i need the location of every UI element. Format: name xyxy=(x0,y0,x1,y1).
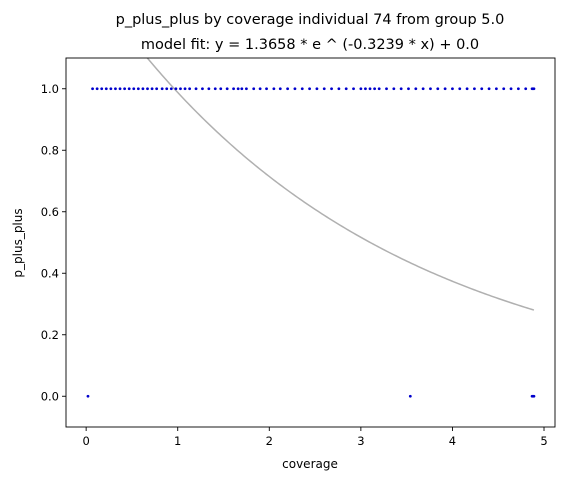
y-tick-label: 0.4 xyxy=(41,266,59,280)
data-point xyxy=(160,87,164,91)
data-point xyxy=(532,394,536,398)
data-point xyxy=(487,87,491,91)
data-point xyxy=(225,87,229,91)
data-point xyxy=(385,87,388,91)
data-point xyxy=(364,87,367,91)
data-point xyxy=(236,87,240,91)
x-tick-label: 5 xyxy=(540,434,547,448)
data-point xyxy=(127,87,131,91)
data-point xyxy=(443,87,447,91)
data-point xyxy=(359,87,363,91)
data-point xyxy=(95,87,99,91)
data-point xyxy=(516,87,520,91)
data-point xyxy=(330,87,333,91)
data-point xyxy=(344,87,348,91)
data-point xyxy=(352,87,355,91)
data-point xyxy=(451,87,454,91)
data-point xyxy=(118,87,122,91)
data-point xyxy=(252,87,256,91)
data-point xyxy=(150,87,154,91)
chart-subtitle: model fit: y = 1.3658 * e ^ (-0.3239 * x… xyxy=(141,37,479,53)
data-point xyxy=(421,87,425,91)
data-point xyxy=(179,87,182,91)
x-tick-label: 2 xyxy=(266,434,273,448)
data-point xyxy=(136,87,140,91)
data-point xyxy=(407,87,410,91)
data-point xyxy=(213,87,217,91)
data-point xyxy=(201,87,204,91)
data-point xyxy=(272,87,276,91)
data-point xyxy=(399,87,403,91)
data-point xyxy=(141,87,145,91)
data-point xyxy=(377,87,381,91)
data-point xyxy=(123,87,127,91)
data-point xyxy=(480,87,484,91)
y-tick-label: 0.6 xyxy=(41,205,59,219)
data-point xyxy=(524,87,528,91)
data-point xyxy=(408,394,412,398)
data-point xyxy=(207,87,211,91)
data-point xyxy=(174,87,178,91)
data-point xyxy=(465,87,469,91)
data-point xyxy=(146,87,149,91)
data-point xyxy=(436,87,440,91)
data-point xyxy=(232,87,235,91)
fit-curve xyxy=(146,58,535,311)
data-point xyxy=(86,394,90,398)
data-point xyxy=(509,87,513,91)
data-point xyxy=(104,87,108,91)
y-tick-label: 0.2 xyxy=(41,328,59,342)
data-point xyxy=(183,87,187,91)
y-tick-label: 0.0 xyxy=(41,389,59,403)
data-point xyxy=(322,87,326,91)
data-point xyxy=(458,87,462,91)
y-tick-label: 0.8 xyxy=(41,143,59,157)
data-point xyxy=(373,87,376,91)
data-point xyxy=(368,87,372,91)
data-point xyxy=(245,87,248,91)
data-point xyxy=(109,87,113,91)
y-axis-label: p_plus_plus xyxy=(11,208,25,277)
data-point xyxy=(100,87,104,91)
data-point xyxy=(308,87,311,91)
x-tick-label: 3 xyxy=(357,434,364,448)
data-point xyxy=(91,87,94,91)
data-point xyxy=(392,87,396,91)
data-point xyxy=(532,87,536,91)
data-point xyxy=(132,87,136,91)
x-tick-label: 0 xyxy=(82,434,89,448)
data-point xyxy=(293,87,297,91)
data-point xyxy=(194,87,198,91)
data-point xyxy=(165,87,169,91)
data-point xyxy=(315,87,319,91)
data-point xyxy=(155,87,159,91)
data-point xyxy=(337,87,341,91)
data-point xyxy=(114,87,117,91)
data-point xyxy=(265,87,268,91)
data-point xyxy=(473,87,476,91)
data-point xyxy=(188,87,192,91)
x-tick-label: 4 xyxy=(449,434,456,448)
data-point xyxy=(240,87,244,91)
data-point xyxy=(494,87,498,91)
plot-frame xyxy=(65,57,556,428)
data-point xyxy=(219,87,223,91)
data-point xyxy=(502,87,506,91)
data-point xyxy=(258,87,262,91)
data-point xyxy=(300,87,304,91)
chart-title: p_plus_plus by coverage individual 74 fr… xyxy=(116,12,505,28)
data-point xyxy=(429,87,432,91)
plot-area: 0 1 2 3 4 5 0.0 0.2 0.4 0.6 0.8 1.0 xyxy=(41,57,556,448)
x-axis-label: coverage xyxy=(282,457,338,471)
data-point xyxy=(278,87,282,91)
data-point xyxy=(169,87,173,91)
data-point xyxy=(414,87,418,91)
x-tick-label: 1 xyxy=(174,434,181,448)
y-tick-label: 1.0 xyxy=(41,82,59,96)
data-point xyxy=(286,87,290,91)
